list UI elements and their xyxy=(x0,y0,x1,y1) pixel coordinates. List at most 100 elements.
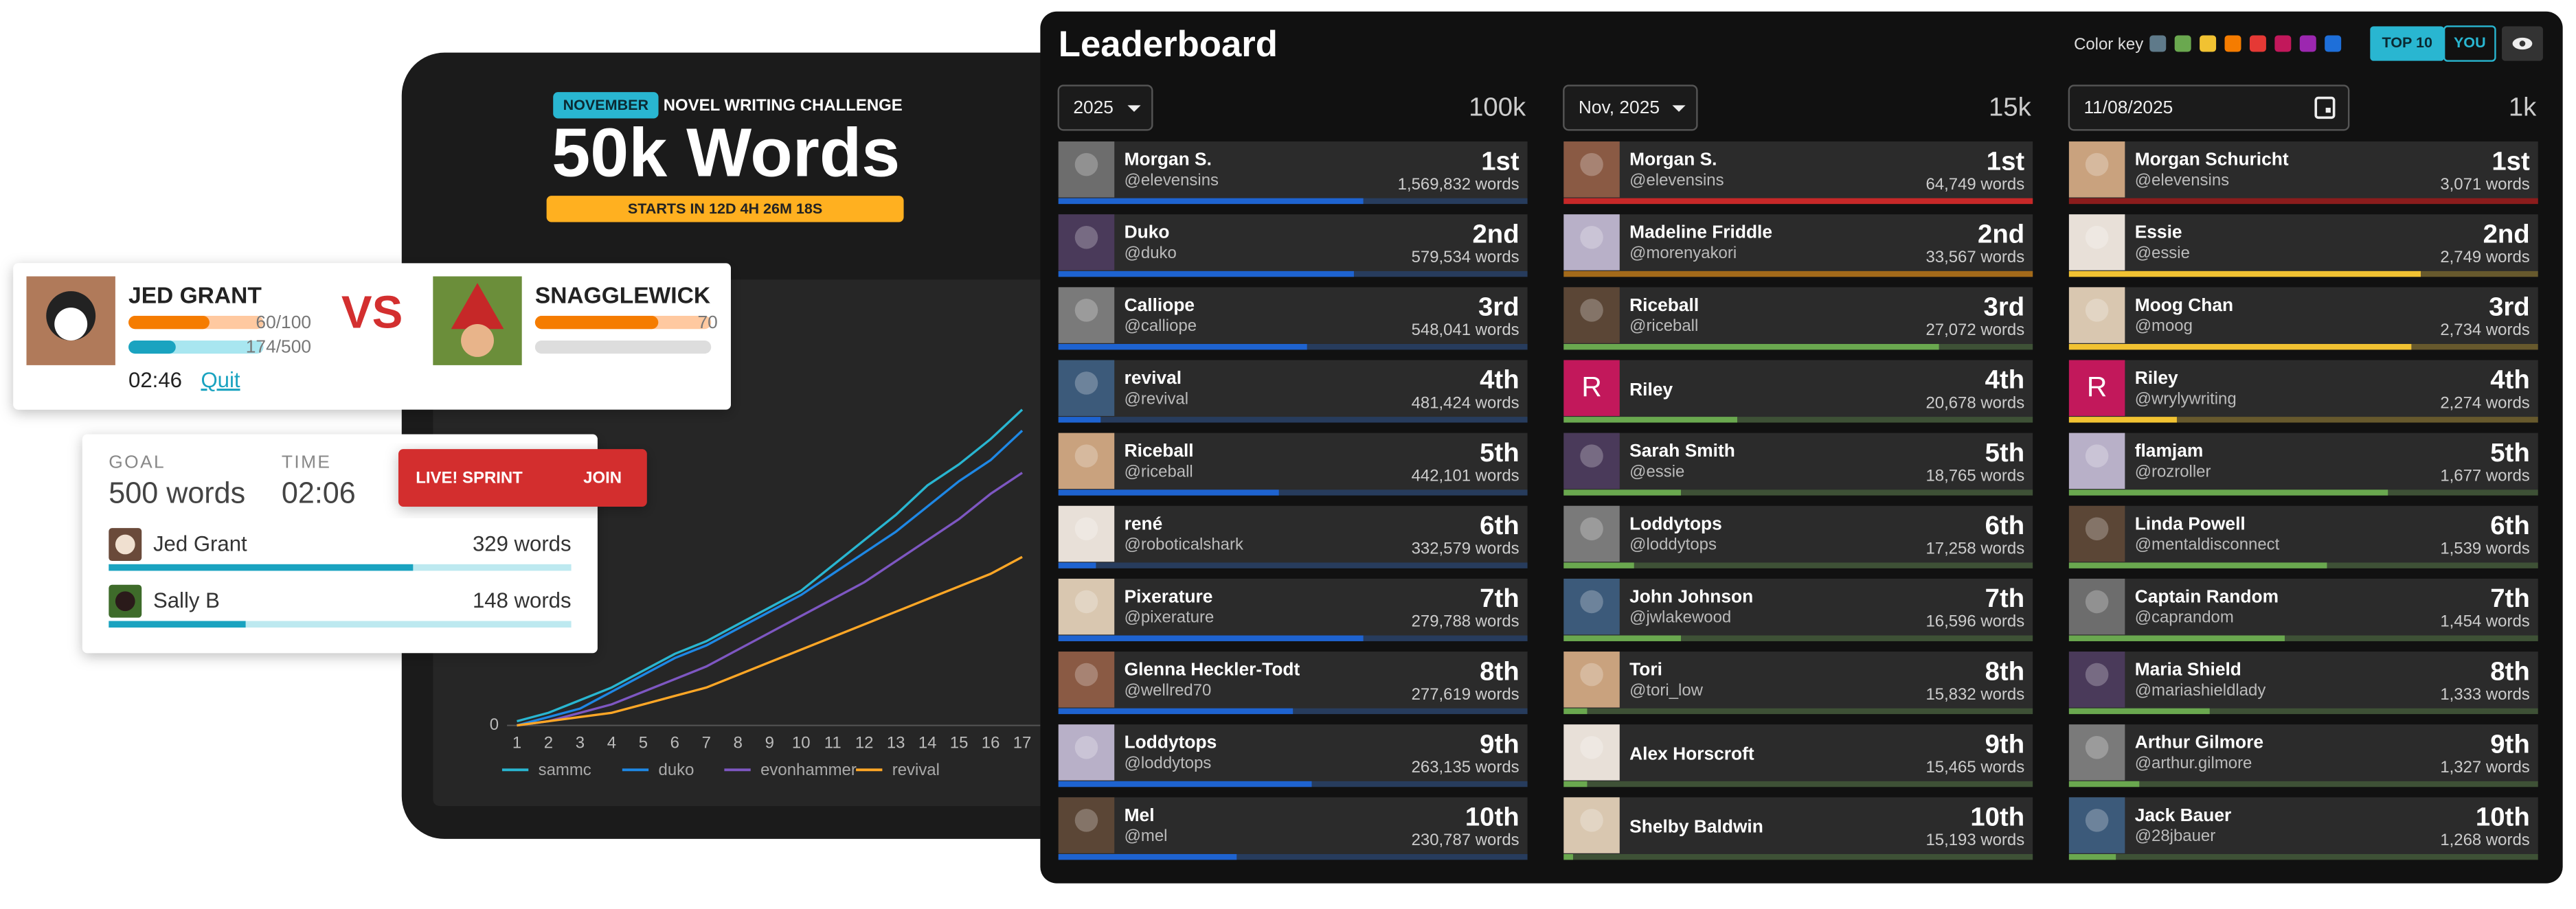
entry-handle: @tori_low xyxy=(1629,681,1703,700)
entry-words: 18,765 words xyxy=(1925,466,2024,485)
entry-words: 17,258 words xyxy=(1925,540,2024,558)
calendar-day xyxy=(2325,107,2331,113)
entry-name: flamjam xyxy=(2135,440,2204,461)
avatar xyxy=(1058,360,1115,416)
entry-name: rené xyxy=(1125,513,1163,533)
filter-dropdown[interactable] xyxy=(1563,84,1698,131)
entry-name: revival xyxy=(1125,367,1182,388)
entry-name: Loddytops xyxy=(1629,513,1722,533)
sprint-badge: LIVE! SPRINT xyxy=(416,469,523,487)
filter-label[interactable]: 2025 xyxy=(1073,97,1114,117)
x-tick-label: 15 xyxy=(950,733,969,752)
entry-name: Riley xyxy=(1629,379,1673,400)
legend-label: evonhammer xyxy=(760,761,857,779)
toggle-label[interactable]: TOP 10 xyxy=(2382,34,2432,51)
progress-bar xyxy=(1058,562,1096,568)
progress-bar xyxy=(1058,853,1237,860)
legend-label: revival xyxy=(892,761,940,779)
row xyxy=(2068,287,2538,350)
entry-words: 332,579 words xyxy=(1412,540,1519,558)
entry-rank: 3rd xyxy=(1984,292,2025,322)
avatar xyxy=(1563,724,1620,781)
avatar-figure xyxy=(1074,152,1098,176)
toggle-label[interactable]: YOU xyxy=(2454,34,2486,51)
x-tick-label: 14 xyxy=(918,733,937,752)
avatar-figure xyxy=(2085,152,2109,176)
entry-handle: @revival xyxy=(1125,389,1188,408)
goal-value: 500 words xyxy=(109,477,245,510)
row xyxy=(1058,578,1528,641)
sprint-button[interactable] xyxy=(398,449,647,507)
x-tick-label: 6 xyxy=(670,733,679,752)
challenge-title: 50k Words xyxy=(552,115,900,192)
entry-name: Riceball xyxy=(1125,440,1194,461)
entry-rank: 10th xyxy=(1465,803,1519,832)
entry-handle: @elevensins xyxy=(1125,171,1219,189)
goal-label: 100k xyxy=(1469,92,1526,122)
toggle-top10[interactable] xyxy=(2370,26,2445,61)
row xyxy=(1563,797,2033,860)
x-tick-label: 11 xyxy=(824,733,841,752)
goal-label: GOAL xyxy=(109,451,166,472)
color-key-swatch xyxy=(2174,35,2191,52)
entry-handle: @28jbauer xyxy=(2135,827,2215,845)
x-tick-label: 4 xyxy=(607,733,616,752)
color-key-label: Color key xyxy=(2074,35,2143,54)
entry-words: 263,135 words xyxy=(1412,758,1519,776)
filter-label[interactable]: 11/08/2025 xyxy=(2083,97,2173,117)
avatar xyxy=(2068,360,2125,416)
entry-rank: 10th xyxy=(2476,803,2530,832)
entry-name: Duko xyxy=(1125,222,1170,242)
challenge-badge: NOVEMBER xyxy=(563,96,649,113)
x-tick-label: 7 xyxy=(702,733,711,752)
avatar xyxy=(2068,652,2125,708)
entry-words: 1,539 words xyxy=(2440,540,2529,558)
avatar-face xyxy=(115,591,135,612)
avatar xyxy=(2068,505,2125,562)
avatar-figure xyxy=(1074,735,1098,759)
filter-label[interactable]: Nov, 2025 xyxy=(1579,97,1660,117)
avatar xyxy=(1563,141,1620,198)
progress-track xyxy=(109,621,572,628)
toggle-you[interactable] xyxy=(2443,25,2496,62)
x-tick-label: 5 xyxy=(639,733,648,752)
entry-rank: 10th xyxy=(1970,803,2024,832)
entry-handle: @moog xyxy=(2135,317,2193,335)
avatar-figure xyxy=(1580,735,1603,759)
row xyxy=(1058,652,1528,715)
entry-name: Jack Bauer xyxy=(2135,805,2232,825)
progress-label: 60/100 xyxy=(256,312,311,332)
row xyxy=(2068,141,2538,205)
progress-track xyxy=(2068,708,2538,715)
entry-rank: 5th xyxy=(1480,438,1519,468)
entry-name: Moog Chan xyxy=(2135,295,2233,315)
quit-link[interactable]: Quit xyxy=(201,368,240,392)
entry-handle: @calliope xyxy=(1125,317,1197,335)
legend-label: duko xyxy=(659,761,694,779)
progress-bar xyxy=(1563,562,1634,568)
row xyxy=(2068,433,2538,496)
x-tick-label: 2 xyxy=(544,733,553,752)
entry-handle: @pixerature xyxy=(1125,608,1214,627)
avatar-figure xyxy=(2085,809,2109,832)
avatar-figure xyxy=(1074,444,1098,468)
avatar-face xyxy=(115,534,135,555)
avatar-figure xyxy=(1580,444,1603,468)
entry-rank: 7th xyxy=(2490,584,2530,613)
filter-dropdown[interactable] xyxy=(2068,84,2350,131)
entry-rank: 8th xyxy=(2490,656,2530,686)
color-key-swatch xyxy=(2325,35,2342,52)
entry-rank: 8th xyxy=(1985,656,2025,686)
join-button[interactable]: JOIN xyxy=(583,469,622,487)
series-line xyxy=(517,409,1024,723)
entry-words: 64,749 words xyxy=(1925,175,2024,194)
avatar-figure xyxy=(1580,663,1603,687)
avatar xyxy=(2068,724,2125,781)
entry-name: Sarah Smith xyxy=(1629,440,1735,461)
progress-bar xyxy=(2068,271,2421,277)
progress-bar xyxy=(109,621,246,628)
filter-dropdown[interactable] xyxy=(1057,84,1153,131)
entry-words: 1,454 words xyxy=(2440,612,2529,631)
row xyxy=(1563,724,2033,787)
